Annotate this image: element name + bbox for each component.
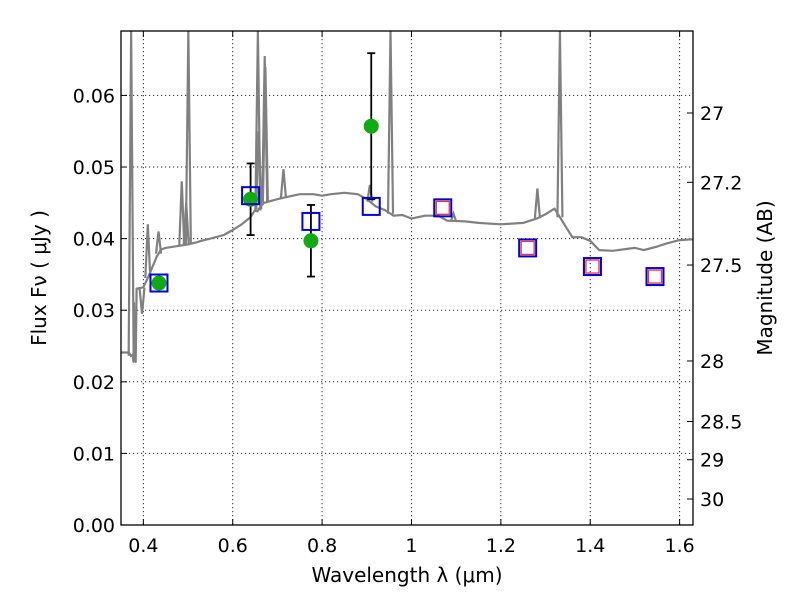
photometry-square-red [435, 200, 450, 215]
data-layer [121, 31, 693, 363]
x-tick-label: 1 [405, 535, 417, 557]
plot-frame [120, 30, 694, 526]
emission-line [449, 210, 458, 222]
x-tick-label: 0.6 [218, 535, 248, 557]
observed-point [243, 191, 259, 207]
y-tick-label: 0.02 [73, 372, 115, 394]
x-axis-label: Wavelength λ (μm) [311, 563, 502, 587]
grid-lines [121, 31, 693, 525]
emission-line [533, 188, 541, 219]
mag-tick-label: 27.5 [700, 255, 742, 277]
y2-axis-label: Magnitude (AB) [753, 200, 777, 355]
model-square-blue [241, 186, 261, 206]
x-tick-label: 1.6 [664, 535, 694, 557]
emission-line [178, 181, 186, 246]
model-square-blue [149, 273, 169, 293]
mag-tick-label: 30 [700, 489, 724, 511]
mag-tick-label: 27 [700, 103, 724, 125]
emission-line [556, 31, 564, 218]
observed-point [151, 275, 167, 291]
emission-line [279, 169, 288, 198]
photometry-square-red [520, 240, 535, 256]
y-tick-label: 0.05 [73, 157, 115, 179]
photometry-square-red [585, 259, 600, 274]
model-square-blue [582, 257, 602, 277]
emission-line [154, 231, 163, 254]
mag-tick-label: 28 [700, 351, 724, 373]
model-square-blue [518, 238, 538, 258]
y-tick-label: 0.03 [73, 300, 115, 322]
model-square-blue [301, 211, 321, 231]
axes: 0.4 0.6 0.8 1 1.2 1.4 1.6 0.00 0.01 0.02 0.03 0.04 0… [73, 31, 742, 557]
mag-tick-label: 27.2 [700, 172, 742, 194]
observed-point [363, 118, 379, 134]
y-tick-label: 0.00 [73, 515, 115, 537]
observed-point [303, 233, 319, 249]
emission-line [138, 287, 146, 314]
emission-line [386, 31, 395, 214]
model-spectrum-line [121, 191, 693, 363]
marker-layer [149, 52, 665, 293]
y-tick-label: 0.04 [73, 229, 115, 251]
model-square-blue [645, 267, 665, 287]
model-square-blue [361, 196, 381, 216]
mag-tick-label: 29 [700, 450, 724, 472]
emission-line [127, 31, 135, 356]
x-tick-label: 1.4 [575, 535, 605, 557]
plot-background [121, 31, 693, 525]
y-tick-label: 0.01 [73, 443, 115, 465]
y-tick-label: 0.06 [73, 85, 115, 107]
model-square-blue [433, 198, 453, 218]
x-tick-label: 1.2 [486, 535, 516, 557]
x-tick-label: 0.8 [307, 535, 337, 557]
mag-tick-label: 28.5 [700, 412, 742, 434]
y-axis-label: Flux Fν ( μJy ) [27, 210, 51, 346]
emission-line [255, 131, 263, 210]
photometry-square-red [647, 269, 663, 284]
emission-line [261, 66, 269, 203]
emission-line [184, 31, 192, 245]
x-tick-label: 0.4 [128, 535, 158, 557]
emission-line [144, 224, 152, 279]
